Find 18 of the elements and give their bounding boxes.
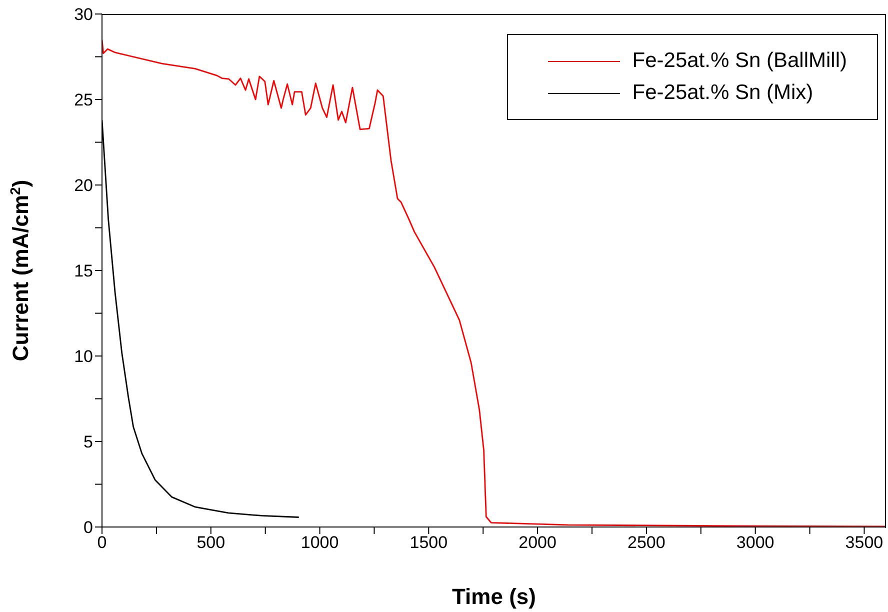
y-tick-label: 0 [84, 518, 93, 538]
x-tick-label: 1000 [300, 533, 339, 552]
y-tick-label: 25 [74, 90, 93, 110]
x-tick-label: 500 [196, 533, 226, 552]
x-tick-label: 3500 [845, 533, 884, 552]
x-tick-label: 2000 [518, 533, 556, 552]
x-tick-label: 3000 [736, 533, 774, 552]
legend-label: Fe-25at.% Sn (Mix) [632, 81, 814, 105]
y-tick-label: 10 [74, 347, 93, 366]
x-tick-label: 2500 [628, 533, 666, 552]
y-tick-label: 30 [74, 5, 93, 24]
x-axis-title: Time (s) [452, 584, 536, 609]
legend-label: Fe-25at.% Sn (BallMill) [632, 49, 847, 73]
x-tick-label: 1500 [410, 533, 448, 552]
y-tick-label: 15 [74, 262, 93, 281]
y-tick-label: 20 [74, 176, 93, 196]
x-tick-label: 0 [97, 533, 107, 552]
y-tick-label: 5 [84, 432, 93, 452]
